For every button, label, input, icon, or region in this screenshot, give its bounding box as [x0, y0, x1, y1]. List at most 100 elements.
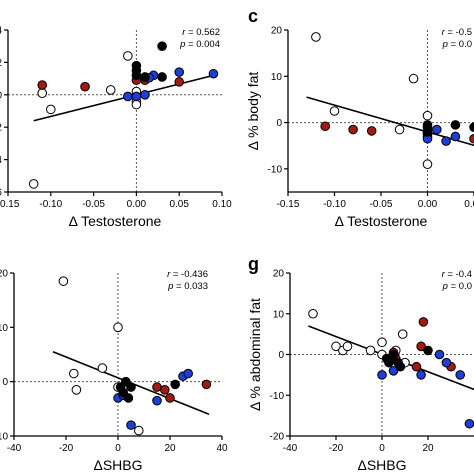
y-tick-label: -2 — [0, 123, 2, 134]
data-point-blue — [450, 131, 461, 142]
data-point-black — [131, 70, 142, 81]
stat-r-value: = 0.562 — [185, 27, 220, 38]
x-axis-label: ΔSHBG — [357, 457, 406, 473]
data-point-red — [165, 393, 175, 403]
data-point-black — [469, 122, 474, 132]
data-point-red — [201, 379, 212, 390]
y-tick-label: 0 — [0, 90, 2, 101]
data-point-black — [126, 382, 136, 392]
stat-r-value: = -0.5 — [445, 27, 472, 38]
x-tick-label: 0 — [115, 443, 121, 454]
y-tick-label: -6 — [0, 188, 2, 199]
stat-p-label: p — [442, 281, 448, 292]
stat-p-value: = 0.0 — [448, 39, 472, 50]
y-tick-label: 10 — [273, 309, 285, 320]
data-point-black — [423, 345, 433, 356]
x-tick-label: -0.05 — [82, 199, 105, 210]
data-point-black — [131, 60, 142, 71]
x-tick-label: -0.15 — [277, 199, 300, 210]
y-tick-label: 0 — [276, 118, 282, 129]
x-tick-label: 0.00 — [418, 199, 438, 210]
stat-r: r = -0.436 — [167, 269, 208, 280]
data-point-red — [348, 124, 358, 135]
data-point-red — [366, 126, 377, 136]
data-point-red — [411, 361, 422, 372]
data-point-open — [105, 85, 116, 95]
x-tick-label: 0.10 — [212, 199, 232, 210]
y-axis-label: Δ % abdominal fat — [247, 298, 263, 411]
x-tick-label: 20 — [164, 443, 176, 454]
data-point-open — [311, 32, 321, 42]
data-point-open — [365, 345, 376, 356]
x-tick-label: -40 — [283, 443, 298, 454]
data-point-blue — [123, 91, 133, 102]
data-point-red — [80, 81, 90, 92]
data-point-blue — [140, 90, 150, 100]
panel-top-left: -0.15 -0.10 -0.05 0.00 0.05 0.10 -6 -4 -2 0 2 4 Δ Te… — [0, 26, 232, 230]
x-tick-label: 0.05 — [464, 199, 474, 210]
y-tick-label: -10 — [0, 432, 8, 443]
stat-r-value: = -0.4 — [445, 269, 472, 280]
data-point-blue — [174, 67, 184, 77]
stat-r: r = 0.562 — [182, 27, 220, 38]
y-tick-label: 20 — [0, 269, 8, 280]
data-point-open — [422, 110, 433, 121]
stat-r: r = -0.5 — [442, 27, 472, 38]
data-point-blue — [152, 395, 162, 406]
data-point-open — [28, 179, 39, 189]
data-point-red — [174, 77, 184, 87]
panel-letter-g: g — [248, 254, 259, 274]
data-point-open — [408, 73, 419, 84]
data-point-black — [388, 349, 399, 360]
stat-p-value: = 0.004 — [185, 39, 220, 50]
data-point-blue — [388, 366, 399, 376]
stat-p-value: = 0.033 — [173, 281, 208, 292]
stat-r-label: r — [442, 269, 446, 280]
data-point-blue — [183, 368, 193, 379]
data-point-black — [395, 361, 406, 372]
y-tick-label: 4 — [0, 26, 2, 37]
data-point-red — [37, 80, 48, 90]
stat-r-label: r — [167, 269, 171, 280]
y-tick-label: -20 — [270, 432, 285, 443]
x-tick-label: 40 — [216, 443, 228, 454]
data-point-open — [422, 159, 433, 170]
stat-p-label: p — [442, 39, 448, 50]
data-point-blue — [126, 420, 136, 430]
data-point-black — [422, 127, 433, 137]
data-point-open — [113, 322, 123, 333]
panel-top-right: -0.15 -0.10 -0.05 0.00 0.05 -10 0 10 20 Δ Testost… — [245, 26, 474, 229]
x-tick-label: -20 — [59, 443, 74, 454]
y-axis-label: Δ % body fat — [245, 72, 261, 151]
y-tick-label: 20 — [273, 269, 285, 280]
data-point-black — [157, 72, 167, 82]
y-tick-label: -10 — [270, 391, 285, 402]
stat-r-value: = -0.436 — [170, 269, 208, 280]
stat-p: p = 0.004 — [179, 39, 220, 50]
stat-r-label: r — [182, 27, 186, 38]
data-point-open — [329, 106, 340, 116]
stat-p: p = 0.033 — [167, 281, 208, 292]
y-tick-label: 0 — [2, 377, 8, 388]
data-point-open — [123, 51, 133, 61]
stat-p-label: p — [179, 39, 185, 50]
x-tick-label: -40 — [7, 443, 22, 454]
x-tick-label: -20 — [329, 443, 344, 454]
x-tick-label: -0.15 — [0, 199, 20, 210]
data-point-blue — [131, 91, 142, 102]
data-point-red — [418, 317, 429, 327]
data-point-blue — [464, 418, 474, 429]
y-tick-label: -10 — [268, 164, 283, 175]
data-point-open — [394, 124, 405, 135]
data-point-open — [342, 341, 353, 352]
data-point-blue — [377, 370, 387, 380]
y-tick-label: 10 — [271, 72, 283, 83]
x-tick-label: 0.05 — [169, 199, 189, 210]
x-tick-label: -0.10 — [323, 199, 346, 210]
x-tick-label: 0.00 — [127, 199, 147, 210]
y-tick-label: 20 — [271, 26, 283, 37]
data-point-open — [46, 104, 56, 115]
